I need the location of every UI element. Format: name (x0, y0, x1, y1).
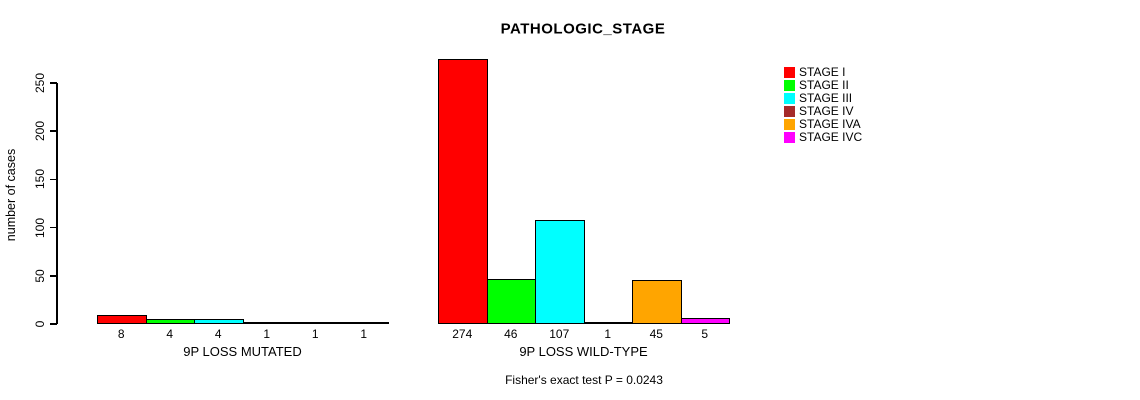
bar-value-label: 4 (214, 327, 222, 341)
bar-value-label: 1 (360, 327, 368, 341)
legend-label: STAGE I (799, 65, 846, 79)
y-tick-label: 100 (33, 217, 47, 238)
y-tick-mark (50, 82, 57, 84)
y-tick-label: 50 (33, 269, 47, 283)
legend-swatch-icon (784, 67, 795, 78)
bar-value-label: 8 (117, 327, 125, 341)
legend-swatch-icon (784, 93, 795, 104)
bar-stage-iva (291, 322, 341, 324)
y-tick-label: 200 (33, 121, 47, 142)
legend-swatch-icon (784, 132, 795, 143)
y-tick-label: 150 (33, 169, 47, 190)
bar-value-label: 1 (311, 327, 319, 341)
bar-value-label: 1 (604, 327, 612, 341)
y-tick-mark (50, 130, 57, 132)
bar-stage-iv (583, 322, 633, 324)
bar-value-label: 274 (452, 327, 473, 341)
y-tick-mark (50, 275, 57, 277)
y-tick-label: 250 (33, 72, 47, 94)
bar-stage-ivc (680, 318, 730, 324)
legend-label: STAGE IVA (799, 117, 861, 131)
bar-value-label: 46 (504, 327, 518, 341)
legend-item: STAGE IVC (784, 131, 862, 144)
y-tick-mark (50, 178, 57, 181)
fisher-test-annotation: Fisher's exact test P = 0.0243 (505, 373, 663, 387)
legend-label: STAGE III (799, 91, 853, 105)
legend-label: STAGE IV (799, 104, 854, 118)
x-group-label-mutated: 9P LOSS MUTATED (183, 344, 302, 359)
bar-stage-ii (145, 319, 195, 324)
legend-swatch-icon (784, 106, 795, 117)
bar-stage-iii (535, 219, 585, 324)
bar-value-label: 5 (701, 327, 709, 341)
x-group-label-wildtype: 9P LOSS WILD-TYPE (519, 344, 648, 359)
chart-title: PATHOLOGIC_STAGE (500, 20, 666, 38)
legend-item: STAGE IV (784, 105, 862, 118)
bar-stage-iii (194, 319, 244, 324)
legend-item: STAGE IVA (784, 118, 862, 131)
legend: STAGE I STAGE II STAGE III STAGE IV STAGE IV… (784, 66, 862, 144)
legend-label: STAGE IVC (799, 130, 863, 144)
y-tick-mark (50, 323, 57, 325)
bar-stage-iva (632, 279, 682, 324)
bar-value-label: 45 (649, 327, 663, 341)
bar-stage-i (97, 315, 147, 324)
bar-stage-ii (486, 278, 536, 324)
bar-stage-i (438, 58, 488, 324)
y-axis-label: number of cases (4, 148, 18, 242)
y-tick-mark (50, 226, 57, 229)
y-axis (56, 83, 58, 324)
bar-stage-iv (242, 322, 292, 324)
legend-swatch-icon (784, 80, 795, 91)
legend-label: STAGE II (799, 78, 849, 92)
y-tick-label: 0 (33, 320, 47, 328)
bar-stage-ivc (339, 322, 389, 324)
bar-value-label: 107 (549, 327, 570, 341)
bar-value-label: 4 (166, 327, 174, 341)
legend-item: STAGE I (784, 66, 862, 79)
bar-value-label: 1 (263, 327, 271, 341)
legend-item: STAGE II (784, 79, 862, 92)
legend-item: STAGE III (784, 92, 862, 105)
legend-swatch-icon (784, 119, 795, 130)
